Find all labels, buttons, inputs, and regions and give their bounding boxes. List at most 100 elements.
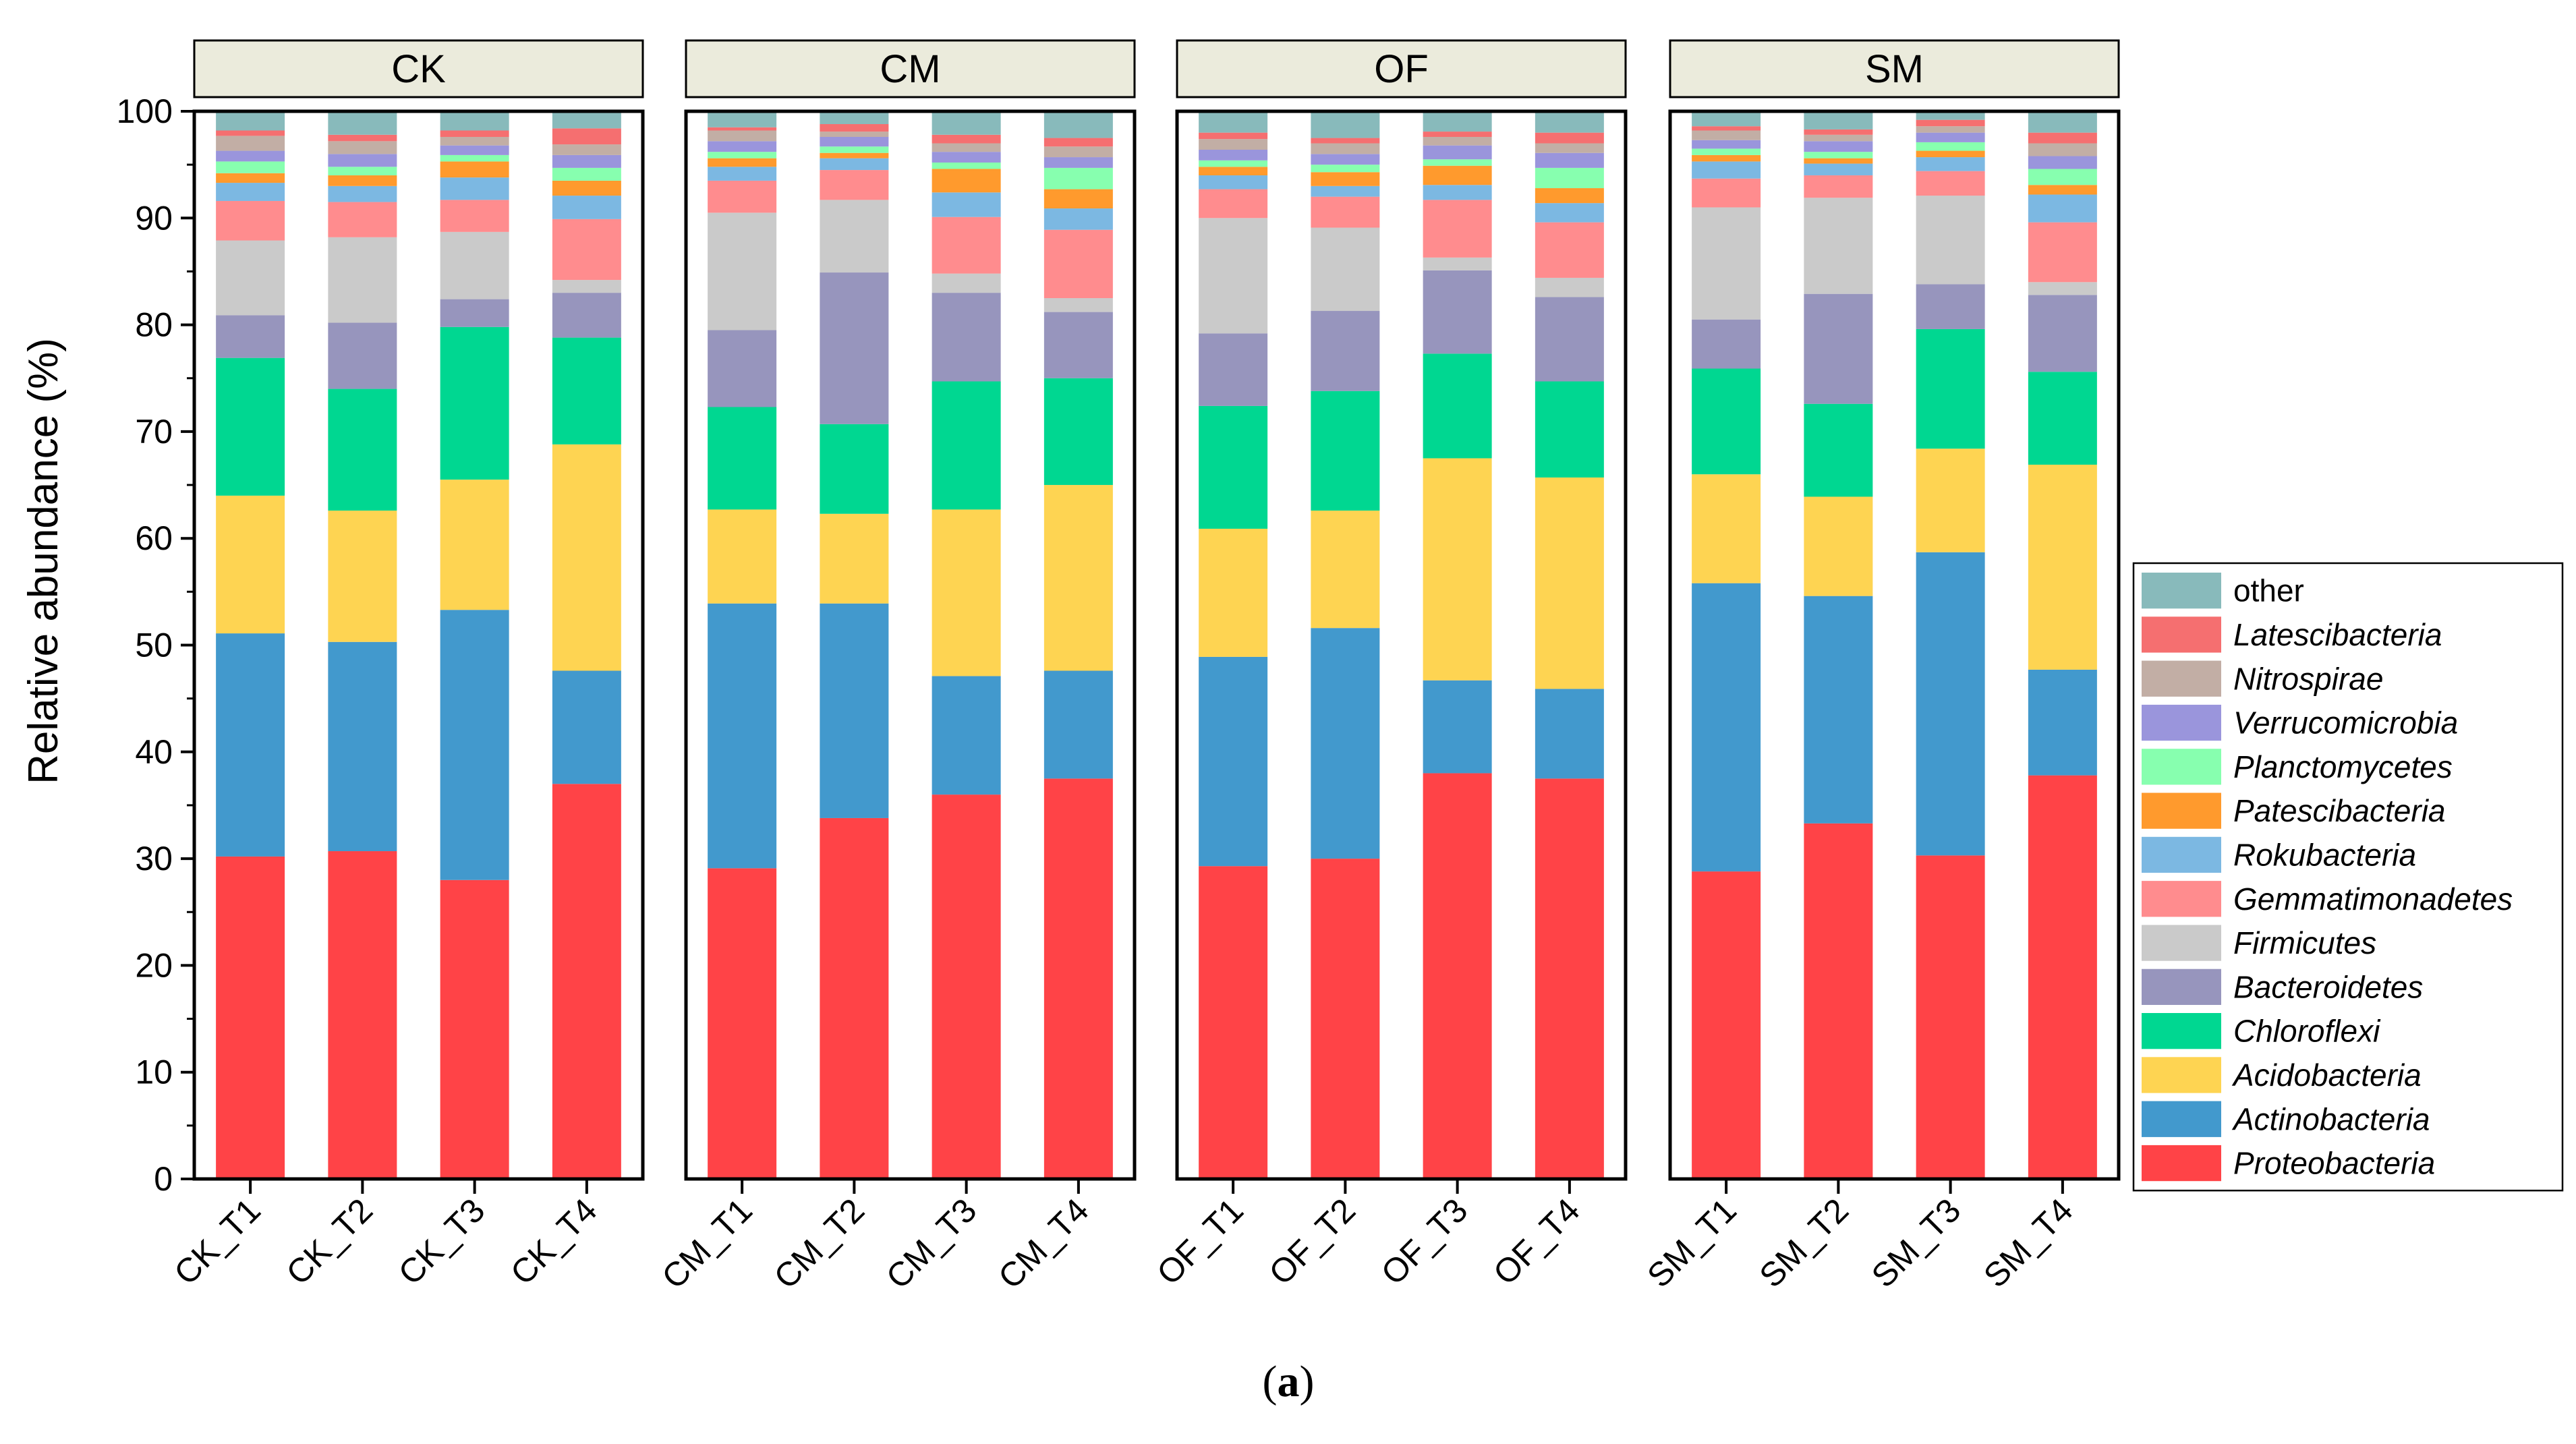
bar-segment-firmicutes [216, 240, 285, 316]
bar-segment-latescibacteria [1916, 119, 1985, 127]
legend-swatch [2142, 573, 2221, 609]
bar-segment-firmicutes [1043, 298, 1113, 312]
panel-frame [1175, 109, 1628, 1181]
bar-segment-firmicutes [328, 237, 397, 323]
bar-segment-gemmatimonadetes [1199, 189, 1268, 219]
bar-segment-proteobacteria [552, 784, 621, 1179]
bar-segment-acidobacteria [1692, 474, 1761, 583]
bar-segment-other [708, 111, 777, 127]
bar-segment-other [1043, 111, 1113, 138]
bar-segment-acidobacteria [1199, 528, 1268, 657]
bar-segment-actinobacteria [1199, 656, 1268, 867]
bar-segment-planctomycetes [216, 161, 285, 173]
bar-segment-bacteroidetes [708, 330, 777, 407]
y-tick-label: 90 [135, 199, 173, 237]
y-tick-label: 60 [135, 519, 173, 557]
bar-segment-patescibacteria [1199, 167, 1268, 175]
bar-segment-verrucomicrobia [328, 154, 397, 167]
bar-segment-verrucomicrobia [820, 136, 889, 147]
bar-segment-nitrospirae [932, 143, 1001, 152]
legend-swatch [2142, 1013, 2221, 1049]
bar-segment-latescibacteria [2028, 132, 2097, 144]
bar-segment-bacteroidetes [2028, 295, 2097, 372]
bar-segment-patescibacteria [216, 173, 285, 183]
legend-swatch [2142, 925, 2221, 961]
bar-segment-actinobacteria [216, 633, 285, 857]
bar-segment-latescibacteria [1535, 132, 1604, 144]
bar-segment-gemmatimonadetes [708, 180, 777, 213]
legend-swatch [2142, 969, 2221, 1005]
legend-item-chloroflexi: Chloroflexi [2142, 1013, 2381, 1049]
bar-segment-verrucomicrobia [1199, 149, 1268, 161]
bar-segment-firmicutes [1535, 277, 1604, 297]
bar-segment-acidobacteria [552, 444, 621, 671]
bar-segment-other [820, 111, 889, 124]
bar-segment-gemmatimonadetes [1535, 222, 1604, 278]
bar-cm-t4 [1043, 111, 1113, 1179]
bar-segment-nitrospirae [552, 144, 621, 155]
legend-label: Nitrospirae [2233, 661, 2383, 696]
caption-letter: a [1278, 1357, 1300, 1406]
bar-of-t1 [1199, 111, 1268, 1179]
bar-segment-rokubacteria [1199, 175, 1268, 190]
bar-segment-acidobacteria [1423, 458, 1492, 681]
bar-segment-firmicutes [1916, 196, 1985, 285]
legend-item-acidobacteria: Acidobacteria [2142, 1057, 2422, 1093]
bar-segment-bacteroidetes [552, 293, 621, 338]
bar-segment-planctomycetes [1043, 167, 1113, 190]
legend-label: Verrucomicrobia [2233, 705, 2458, 741]
bar-segment-bacteroidetes [1535, 297, 1604, 382]
legend-swatch [2142, 836, 2221, 873]
bar-segment-rokubacteria [820, 158, 889, 171]
bar-segment-planctomycetes [820, 146, 889, 153]
bar-segment-patescibacteria [1804, 158, 1873, 164]
bar-segment-nitrospirae [1199, 139, 1268, 150]
bar-segment-bacteroidetes [1199, 333, 1268, 406]
bar-segment-other [1804, 111, 1873, 129]
legend-box [2132, 562, 2564, 1192]
legend-item-actinobacteria: Actinobacteria [2142, 1101, 2430, 1137]
panel-header [1176, 39, 1627, 98]
bar-segment-firmicutes [1804, 198, 1873, 294]
bar-segment-chloroflexi [328, 388, 397, 511]
bar-segment-verrucomicrobia [440, 145, 509, 155]
legend-item-other: other [2142, 573, 2304, 609]
y-tick-label: 40 [135, 733, 173, 771]
bar-segment-patescibacteria [1311, 172, 1380, 186]
bar-segment-firmicutes [932, 273, 1001, 293]
bar-segment-nitrospirae [820, 132, 889, 137]
bar-segment-proteobacteria [328, 851, 397, 1179]
bar-segment-proteobacteria [2028, 775, 2097, 1179]
bar-segment-proteobacteria [1535, 778, 1604, 1179]
legend-swatch [2142, 704, 2221, 741]
bar-segment-proteobacteria [1423, 773, 1492, 1179]
bar-segment-nitrospirae [708, 130, 777, 142]
y-tick-label: 70 [135, 413, 173, 451]
bar-segment-rokubacteria [1043, 208, 1113, 230]
bar-segment-chloroflexi [1916, 328, 1985, 449]
bar-ck-t1 [216, 111, 285, 1179]
bar-segment-nitrospirae [1692, 130, 1761, 140]
bar-segment-proteobacteria [1692, 871, 1761, 1179]
legend-label: Gemmatimonadetes [2233, 882, 2513, 917]
y-axis-title: Relative abundance (%) [20, 338, 67, 784]
bar-segment-other [1199, 111, 1268, 133]
panel-title: CK [391, 47, 446, 91]
bar-segment-firmicutes [1311, 227, 1380, 312]
legend-label: Patescibacteria [2233, 793, 2446, 828]
bar-segment-chloroflexi [932, 381, 1001, 510]
bar-segment-nitrospirae [1804, 134, 1873, 142]
legend-item-planctomycetes: Planctomycetes [2142, 749, 2453, 785]
legend-item-latescibacteria: Latescibacteria [2142, 616, 2442, 653]
bar-segment-latescibacteria [1804, 129, 1873, 135]
bar-segment-nitrospirae [328, 141, 397, 154]
bar-cm-t1 [708, 111, 777, 1179]
bar-segment-gemmatimonadetes [1804, 175, 1873, 198]
bar-segment-verrucomicrobia [2028, 156, 2097, 169]
bar-segment-acidobacteria [1043, 485, 1113, 671]
bar-segment-rokubacteria [708, 167, 777, 181]
legend-item-gemmatimonadetes: Gemmatimonadetes [2142, 881, 2513, 917]
bar-segment-verrucomicrobia [1692, 140, 1761, 149]
